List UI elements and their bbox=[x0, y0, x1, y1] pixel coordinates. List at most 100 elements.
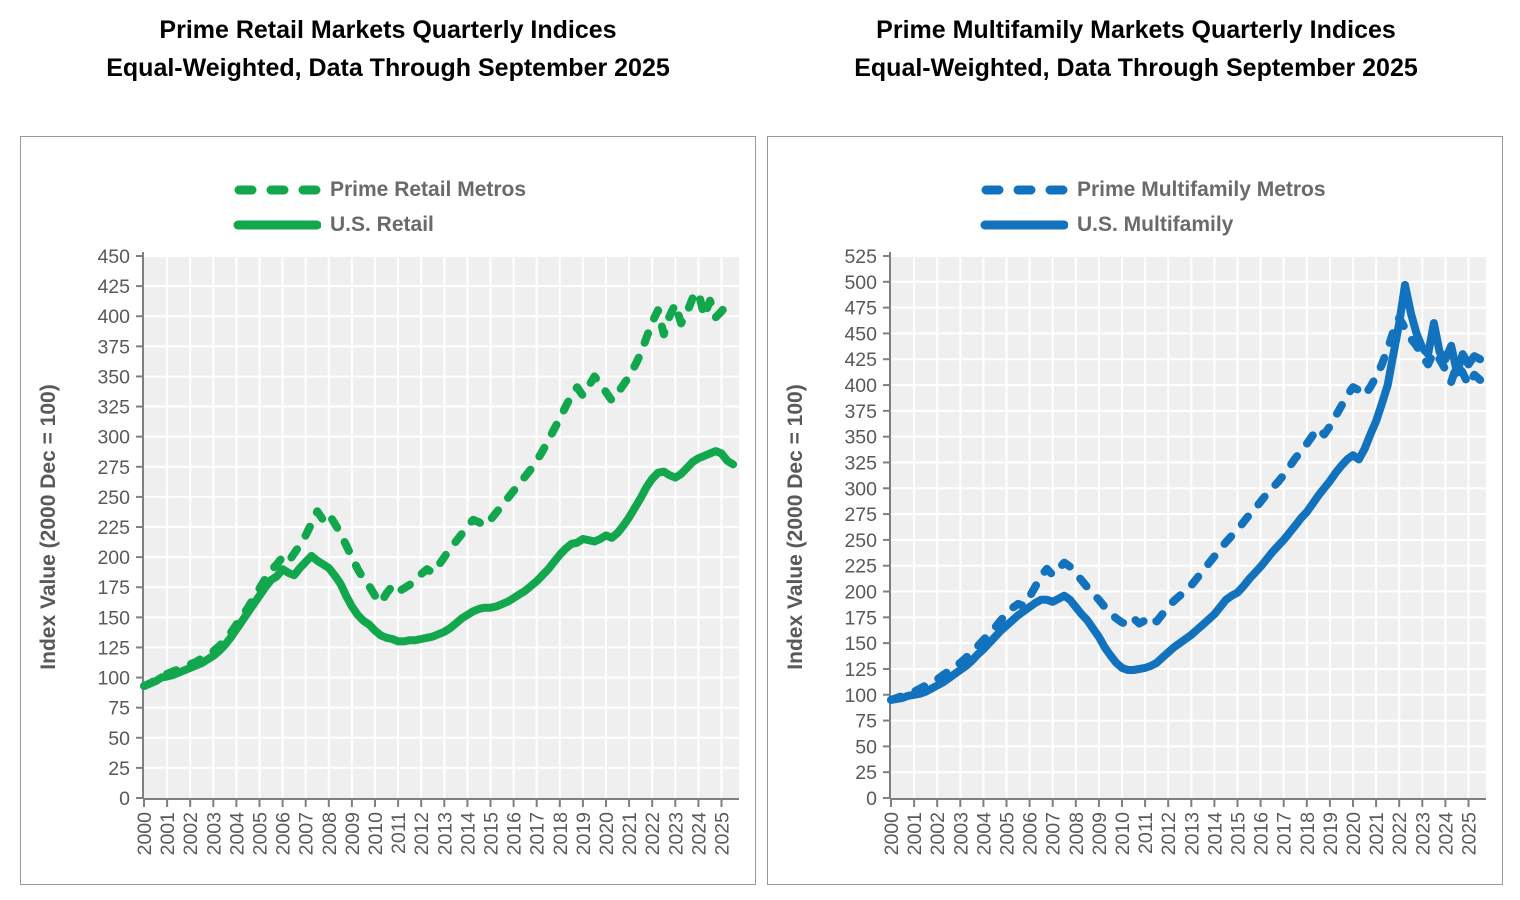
svg-text:2002: 2002 bbox=[927, 812, 949, 855]
svg-text:2010: 2010 bbox=[365, 812, 387, 856]
svg-text:300: 300 bbox=[97, 427, 130, 449]
svg-text:2011: 2011 bbox=[1135, 812, 1157, 854]
svg-text:325: 325 bbox=[844, 452, 877, 474]
svg-text:250: 250 bbox=[844, 530, 877, 552]
svg-text:2007: 2007 bbox=[1043, 812, 1065, 855]
retail-legend: Prime Retail Metros U.S. Retail bbox=[233, 175, 526, 240]
y-axis-title: Index Value (2000 Dec = 100) bbox=[37, 384, 60, 669]
multifamily-legend-row-dashed: Prime Multifamily Metros bbox=[980, 175, 1326, 205]
series-line-dashed bbox=[887, 313, 1485, 704]
x-axis-tick-labels: 2000 2001 2002 2003 2004 2005 2006 2007 2008 2009… bbox=[881, 812, 1481, 856]
series-line-dashed bbox=[140, 288, 738, 690]
svg-text:25: 25 bbox=[108, 758, 130, 780]
multifamily-legend-label-metros: Prime Multifamily Metros bbox=[1077, 178, 1326, 201]
svg-text:2005: 2005 bbox=[250, 812, 272, 856]
y-axis-tick-labels: 0 25 50 75 100 125 150 175 200 225 250 275 300 325 350… bbox=[844, 246, 877, 810]
svg-text:275: 275 bbox=[97, 457, 130, 479]
svg-text:375: 375 bbox=[97, 336, 130, 358]
retail-legend-label-metros: Prime Retail Metros bbox=[330, 178, 527, 201]
svg-text:425: 425 bbox=[97, 276, 130, 298]
retail-legend-row-solid: U.S. Retail bbox=[233, 210, 526, 240]
svg-text:2023: 2023 bbox=[1412, 812, 1434, 855]
svg-text:2001: 2001 bbox=[157, 812, 179, 855]
svg-text:50: 50 bbox=[108, 728, 130, 750]
solid-line-swatch-icon bbox=[980, 220, 1068, 230]
svg-text:2020: 2020 bbox=[1343, 812, 1365, 856]
multifamily-chart-title: Prime Multifamily Markets Quarterly Indi… bbox=[768, 12, 1504, 87]
svg-text:150: 150 bbox=[97, 607, 130, 629]
svg-text:525: 525 bbox=[844, 246, 877, 268]
svg-text:350: 350 bbox=[844, 427, 877, 449]
svg-text:2001: 2001 bbox=[904, 812, 926, 855]
svg-text:2008: 2008 bbox=[319, 812, 341, 855]
svg-text:2009: 2009 bbox=[342, 812, 364, 855]
svg-text:375: 375 bbox=[844, 401, 877, 423]
svg-text:50: 50 bbox=[855, 736, 877, 758]
multifamily-legend-row-solid: U.S. Multifamily bbox=[980, 210, 1326, 240]
svg-text:2018: 2018 bbox=[1297, 812, 1319, 855]
svg-text:400: 400 bbox=[844, 375, 877, 397]
series-line-solid bbox=[140, 447, 738, 690]
svg-text:2000: 2000 bbox=[134, 812, 156, 856]
svg-text:2019: 2019 bbox=[573, 812, 595, 855]
svg-text:100: 100 bbox=[97, 668, 130, 690]
multifamily-title-line2: Equal-Weighted, Data Through September 2… bbox=[854, 53, 1418, 82]
gridlines bbox=[144, 255, 739, 798]
retail-chart-title: Prime Retail Markets Quarterly Indices E… bbox=[20, 12, 756, 87]
multifamily-title-line1: Prime Multifamily Markets Quarterly Indi… bbox=[876, 16, 1396, 44]
solid-line-swatch-icon bbox=[233, 220, 321, 230]
svg-text:250: 250 bbox=[97, 487, 130, 509]
svg-text:450: 450 bbox=[844, 323, 877, 345]
svg-text:2003: 2003 bbox=[203, 812, 225, 855]
retail-plot-svg: 0 25 50 75 100 125 150 175 200 225 250 275 300 325 350… bbox=[37, 246, 739, 856]
svg-text:225: 225 bbox=[97, 517, 130, 539]
axes bbox=[136, 252, 739, 807]
svg-text:125: 125 bbox=[844, 659, 877, 681]
multifamily-plot-svg: 0 25 50 75 100 125 150 175 200 225 250 275 300 325 350… bbox=[784, 246, 1486, 856]
svg-text:450: 450 bbox=[97, 246, 130, 268]
svg-text:75: 75 bbox=[108, 698, 130, 720]
svg-text:2018: 2018 bbox=[550, 812, 572, 855]
svg-text:2017: 2017 bbox=[1274, 812, 1296, 855]
retail-legend-row-dashed: Prime Retail Metros bbox=[233, 175, 526, 205]
svg-text:2006: 2006 bbox=[273, 812, 295, 855]
series-line-solid bbox=[887, 280, 1485, 704]
svg-text:0: 0 bbox=[119, 788, 130, 810]
svg-text:325: 325 bbox=[97, 397, 130, 419]
svg-text:2022: 2022 bbox=[642, 812, 664, 855]
svg-text:2012: 2012 bbox=[411, 812, 433, 855]
retail-legend-label-us: U.S. Retail bbox=[330, 213, 434, 236]
multifamily-legend: Prime Multifamily Metros U.S. Multifamil… bbox=[980, 175, 1326, 240]
svg-text:2024: 2024 bbox=[1435, 812, 1457, 856]
svg-text:125: 125 bbox=[97, 637, 130, 659]
svg-text:500: 500 bbox=[844, 272, 877, 294]
svg-text:2021: 2021 bbox=[1366, 812, 1388, 855]
svg-text:350: 350 bbox=[97, 366, 130, 388]
svg-text:2008: 2008 bbox=[1066, 812, 1088, 855]
axes bbox=[883, 252, 1486, 807]
svg-text:75: 75 bbox=[855, 711, 877, 733]
retail-title-line2: Equal-Weighted, Data Through September 2… bbox=[106, 53, 670, 82]
multifamily-chart-frame: 0 25 50 75 100 125 150 175 200 225 250 275 300 325 350… bbox=[767, 136, 1503, 885]
svg-text:225: 225 bbox=[844, 556, 877, 578]
svg-text:2016: 2016 bbox=[504, 812, 526, 855]
retail-title-line1: Prime Retail Markets Quarterly Indices bbox=[159, 16, 617, 44]
svg-text:425: 425 bbox=[844, 349, 877, 371]
svg-text:2004: 2004 bbox=[226, 812, 248, 856]
svg-text:2015: 2015 bbox=[481, 812, 503, 856]
svg-text:2002: 2002 bbox=[180, 812, 202, 855]
svg-text:2011: 2011 bbox=[388, 812, 410, 854]
svg-text:2015: 2015 bbox=[1228, 812, 1250, 856]
svg-text:2013: 2013 bbox=[434, 812, 456, 855]
svg-text:175: 175 bbox=[97, 577, 130, 599]
svg-text:2003: 2003 bbox=[950, 812, 972, 855]
svg-text:2000: 2000 bbox=[881, 812, 903, 856]
svg-text:0: 0 bbox=[866, 788, 877, 810]
svg-text:25: 25 bbox=[855, 762, 877, 784]
plot-area bbox=[891, 256, 1486, 798]
y-axis-title: Index Value (2000 Dec = 100) bbox=[784, 384, 807, 669]
svg-text:2006: 2006 bbox=[1020, 812, 1042, 855]
svg-text:2024: 2024 bbox=[688, 812, 710, 856]
svg-text:200: 200 bbox=[844, 582, 877, 604]
svg-text:275: 275 bbox=[844, 504, 877, 526]
